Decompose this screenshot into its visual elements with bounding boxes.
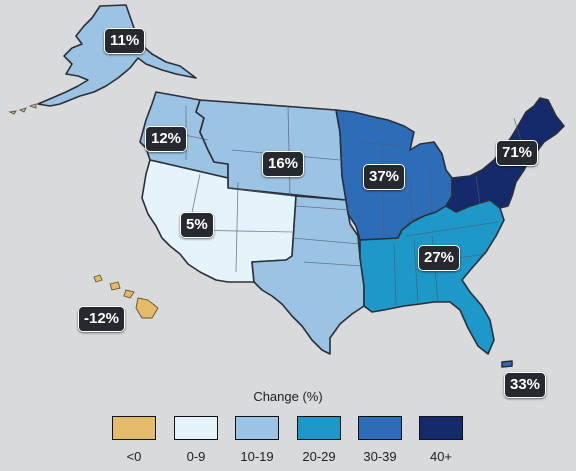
region-hawaii [93, 274, 159, 319]
region-puerto-rico [501, 360, 513, 368]
legend-swatch-lt0 [112, 416, 156, 440]
hawaii-island-oahu [109, 281, 121, 291]
legend-swatch-10-19 [235, 416, 279, 440]
legend-swatch-40plus [419, 416, 463, 440]
label-southwest: 5% [180, 212, 214, 238]
region-alaska [37, 4, 197, 107]
hawaii-island-big [135, 297, 159, 319]
label-alaska: 11% [104, 28, 146, 54]
legend-label-40plus: 40+ [429, 449, 453, 464]
legend-swatch-30-39 [358, 416, 402, 440]
label-northwest: 12% [145, 126, 188, 152]
label-great-plains-north: 16% [262, 151, 305, 177]
state-boundaries [151, 105, 533, 307]
legend-label-lt0: <0 [126, 449, 142, 464]
label-midwest: 37% [363, 164, 406, 190]
region-southeast [359, 199, 505, 355]
legend-label-30-39: 30-39 [363, 449, 397, 464]
legend-swatch-20-29 [297, 416, 341, 440]
legend-label-0-9: 0-9 [186, 449, 206, 464]
label-puerto-rico: 33% [504, 372, 547, 398]
legend-title: Change (%) [253, 389, 323, 404]
legend-label-20-29: 20-29 [302, 449, 336, 464]
label-hawaii: -12% [78, 306, 126, 332]
hawaii-island-kauai [93, 274, 103, 283]
label-northeast: 71% [496, 140, 539, 166]
legend-label-10-19: 10-19 [240, 449, 274, 464]
legend-swatch-0-9 [174, 416, 218, 440]
alaska-islands [8, 103, 37, 115]
label-southeast: 27% [418, 245, 461, 271]
hawaii-island-maui [123, 289, 135, 299]
